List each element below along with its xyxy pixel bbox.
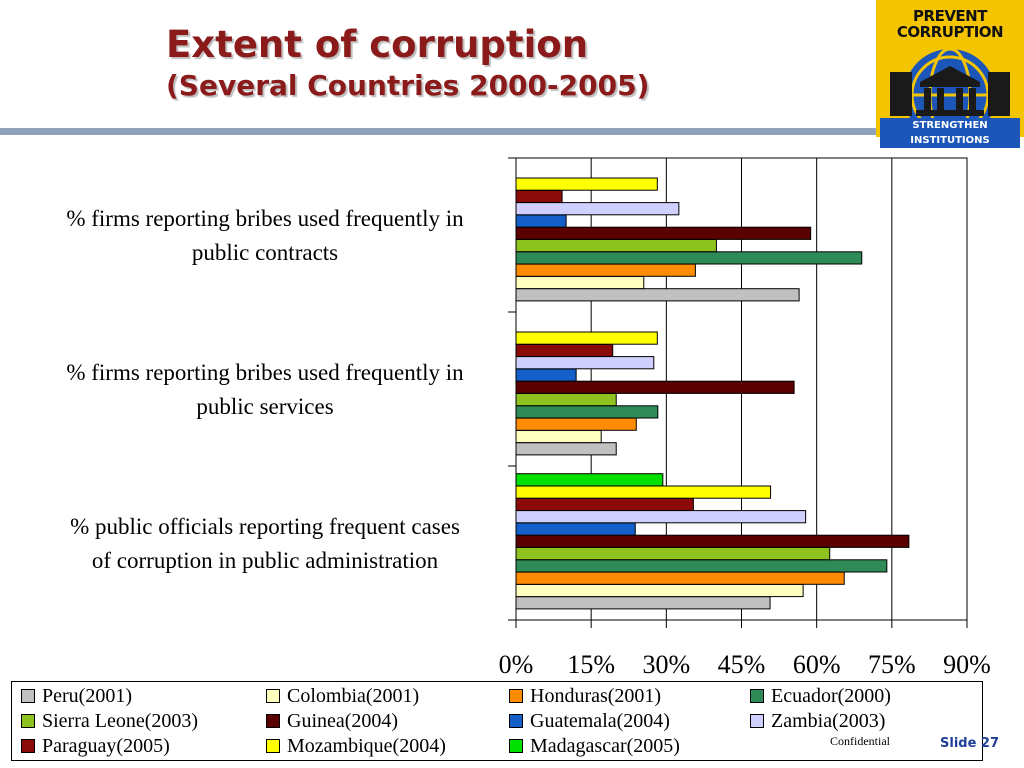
slide-number: Slide 27 (940, 736, 1000, 751)
bar (515, 263, 696, 277)
legend-label: Guatemala(2004) (530, 710, 670, 732)
bar (515, 559, 888, 573)
x-tick-label: 15% (567, 650, 615, 679)
bar (515, 485, 772, 499)
bar (515, 534, 910, 548)
bar (515, 596, 771, 610)
header-divider (0, 128, 876, 135)
legend-item: Guatemala(2004) (509, 710, 670, 732)
bar (515, 583, 804, 598)
legend-swatch (750, 714, 764, 728)
x-tick-label: 0% (499, 650, 534, 679)
legend-swatch (21, 739, 35, 753)
logo-line-1: PREVENT (913, 7, 987, 25)
legend-label: Guinea(2004) (287, 710, 399, 732)
bar (515, 429, 602, 444)
legend-swatch (509, 739, 523, 753)
category-label-line: public contracts (191, 240, 339, 265)
bar (515, 442, 617, 456)
legend-item: Guinea(2004) (266, 710, 398, 732)
bar (515, 251, 863, 265)
legend-item: Honduras(2001) (509, 685, 661, 707)
legend-label: Honduras(2001) (530, 685, 662, 707)
legend-label: Mozambique(2004) (287, 735, 446, 757)
logo-line-2: CORRUPTION (896, 23, 1004, 41)
legend-label: Paraguay(2005) (42, 735, 170, 757)
bar (515, 571, 845, 585)
legend-item: Madagascar(2005) (509, 735, 680, 757)
x-tick-label: 75% (868, 650, 916, 679)
legend-swatch (266, 689, 280, 703)
bar (515, 547, 831, 561)
legend-swatch (750, 689, 764, 703)
legend-label: Peru(2001) (42, 685, 132, 707)
legend-swatch (509, 714, 523, 728)
legend-swatch (509, 689, 523, 703)
bar (515, 202, 680, 216)
bar (515, 331, 658, 345)
bar (515, 473, 664, 487)
title-subtitle: (Several Countries 2000-2005) (166, 69, 650, 102)
bar (515, 189, 563, 204)
x-tick-label: 60% (793, 650, 841, 679)
legend-item: Zambia(2003) (750, 710, 885, 732)
legend-swatch (21, 714, 35, 728)
bar (515, 393, 617, 407)
bar (515, 275, 645, 290)
bar (515, 288, 800, 302)
legend-item: Peru(2001) (21, 685, 132, 707)
bar (515, 226, 812, 240)
category-label-public-services: % firms reporting bribes used frequently… (20, 356, 510, 424)
bar (515, 417, 637, 431)
legend-item: Colombia(2001) (266, 685, 419, 707)
category-label-line: % firms reporting bribes used frequently… (66, 206, 464, 231)
legend-label: Sierra Leone(2003) (42, 710, 199, 732)
bar-chart: 0% 15% 30% 45% 60% 75% 90% (499, 157, 991, 679)
legend-swatch (266, 714, 280, 728)
legend-swatch (21, 689, 35, 703)
bar (515, 177, 658, 191)
category-label-line: of corruption in public administration (91, 548, 439, 573)
globe-building-icon (890, 47, 1010, 137)
category-label-line: % firms reporting bribes used frequently… (66, 360, 464, 385)
category-label-line: public services (196, 394, 334, 419)
category-label-public-administration: % public officials reporting frequent ca… (20, 510, 510, 578)
slide-title: Extent of corruption (Several Countries … (166, 22, 649, 104)
category-label-public-contracts: % firms reporting bribes used frequently… (20, 202, 510, 270)
bar (515, 510, 807, 524)
legend-label: Madagascar(2005) (530, 735, 680, 757)
legend-swatch (266, 739, 280, 753)
legend-item: Ecuador(2000) (750, 685, 891, 707)
legend-label: Colombia(2001) (287, 685, 420, 707)
legend-label: Zambia(2003) (771, 710, 886, 732)
legend-item: Sierra Leone(2003) (21, 710, 198, 732)
bar (515, 356, 655, 370)
chart-legend: Peru(2001) Colombia(2001) Honduras(2001) Ec… (11, 681, 983, 761)
logo-banner: STRENGTHEN INSTITUTIONS (880, 118, 1020, 148)
legend-label: Ecuador(2000) (771, 685, 891, 707)
x-tick-label: 90% (943, 650, 991, 679)
bar (515, 380, 795, 394)
x-tick-label: 45% (718, 650, 766, 679)
bar (515, 405, 659, 419)
bar (515, 368, 577, 382)
bar (515, 497, 694, 511)
prevent-corruption-logo: PREVENT CORRUPTION STRENGTHEN INSTITUTIO… (876, 0, 1024, 148)
legend-item: Paraguay(2005) (21, 735, 170, 757)
title-main: Extent of corruption (166, 23, 589, 66)
confidential-label: Confidential (830, 734, 890, 748)
legend-item: Mozambique(2004) (266, 735, 446, 757)
logo-heading: PREVENT CORRUPTION (876, 8, 1024, 40)
bar (515, 343, 614, 357)
x-tick-label: 30% (642, 650, 690, 679)
bar (515, 214, 567, 228)
category-label-line: % public officials reporting frequent ca… (70, 514, 460, 539)
bar (515, 522, 636, 536)
bar (515, 239, 717, 253)
